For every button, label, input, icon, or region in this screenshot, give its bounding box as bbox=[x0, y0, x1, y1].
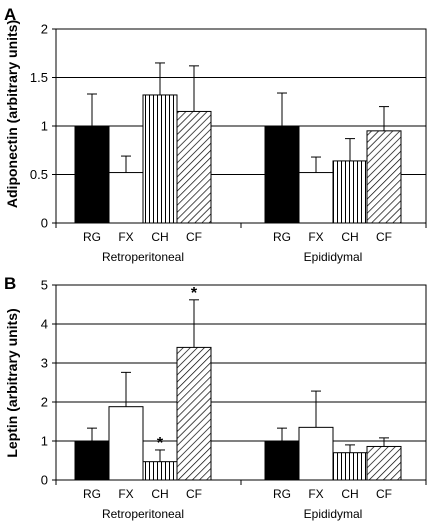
panel-a-group-label: Epididymal bbox=[304, 250, 363, 264]
panel-b: B Leptin (arbitrary units) 0 1 2 3 4 5 RG FX * CH… bbox=[4, 274, 427, 521]
panel-a-category-label: CF bbox=[186, 230, 202, 244]
panel-a-category-label: CF bbox=[376, 230, 392, 244]
panel-b-category-label: FX bbox=[308, 487, 323, 501]
panel-a-label: A bbox=[4, 5, 16, 24]
panel-a-bar-epididymal-ch bbox=[332, 160, 368, 224]
panel-a-bar-retroperitoneal-cf bbox=[176, 110, 212, 224]
panel-a-category-label: FX bbox=[118, 230, 133, 244]
panel-a-y-tick-label: 0.5 bbox=[30, 167, 48, 182]
panel-b-group-label: Epididymal bbox=[304, 507, 363, 521]
panel-a-y-tick-label: 1.5 bbox=[30, 70, 48, 85]
panel-b-y-tick-label: 4 bbox=[41, 317, 48, 332]
panel-b-group-label: Retroperitoneal bbox=[102, 507, 184, 521]
panel-b-bar-epididymal-rg bbox=[264, 440, 300, 481]
panel-a-category-label: RG bbox=[83, 230, 101, 244]
panel-b-y-tick-label: 5 bbox=[41, 278, 48, 293]
panel-a-category-label: RG bbox=[273, 230, 291, 244]
panel-a-bar-retroperitoneal-rg bbox=[74, 125, 110, 224]
panel-b-y-tick-label: 0 bbox=[41, 473, 48, 488]
panel-a-bar-epididymal-fx bbox=[298, 172, 334, 224]
panel-b-bar-retroperitoneal-cf bbox=[176, 346, 212, 481]
panel-a-y-tick-label: 1 bbox=[41, 119, 48, 134]
panel-a-category-label: FX bbox=[308, 230, 323, 244]
panel-b-y-tick-label: 1 bbox=[41, 434, 48, 449]
panel-b-y-axis-label: Leptin (arbitrary units) bbox=[4, 308, 20, 457]
panel-b-bar-epididymal-fx bbox=[298, 426, 334, 481]
panel-a-y-tick-label: 0 bbox=[41, 216, 48, 231]
panel-a-bar-retroperitoneal-fx bbox=[108, 172, 144, 224]
panel-b-bar-epididymal-cf bbox=[366, 445, 402, 481]
panel-b-category-label: CH bbox=[341, 487, 358, 501]
panel-b-category-label: FX bbox=[118, 487, 133, 501]
panel-b-significance-star: * bbox=[191, 285, 198, 302]
panel-b-category-label: RG bbox=[273, 487, 291, 501]
panel-a-y-tick-label: 2 bbox=[41, 22, 48, 37]
panel-b-category-label: RG bbox=[83, 487, 101, 501]
panel-a-bar-epididymal-rg bbox=[264, 125, 300, 224]
panel-b-category-label: CF bbox=[376, 487, 392, 501]
panel-a-group-label: Retroperitoneal bbox=[102, 250, 184, 264]
panel-a-category-label: CH bbox=[151, 230, 168, 244]
panel-b-bar-retroperitoneal-rg bbox=[74, 440, 110, 481]
panel-b-bar-retroperitoneal-fx bbox=[108, 406, 144, 481]
panel-b-category-label: CH bbox=[151, 487, 168, 501]
panel-a: A Adiponectin (arbitrary units) 0 0.5 1 1.5… bbox=[4, 5, 427, 264]
panel-b-significance-star: * bbox=[157, 435, 164, 452]
panel-b-y-tick-label: 3 bbox=[41, 356, 48, 371]
panel-a-y-axis-label: Adiponectin (arbitrary units) bbox=[4, 20, 20, 208]
panel-b-bar-retroperitoneal-ch bbox=[142, 461, 178, 481]
panel-b-bar-epididymal-ch bbox=[332, 452, 368, 481]
panel-b-category-label: CF bbox=[186, 487, 202, 501]
panel-b-y-tick-label: 2 bbox=[41, 395, 48, 410]
panel-b-label: B bbox=[4, 274, 16, 293]
panel-a-bar-retroperitoneal-ch bbox=[142, 94, 178, 224]
panel-a-bar-epididymal-cf bbox=[366, 130, 402, 224]
panel-a-category-label: CH bbox=[341, 230, 358, 244]
